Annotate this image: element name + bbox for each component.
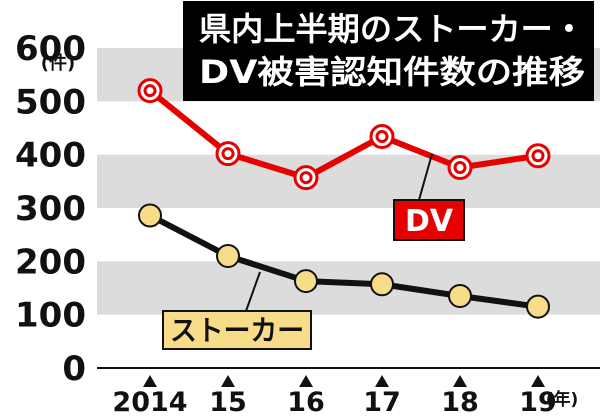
x-tick-marker bbox=[221, 375, 235, 387]
data-point bbox=[138, 203, 162, 228]
x-tick-marker bbox=[531, 375, 545, 387]
y-tick-label: 600 bbox=[15, 29, 86, 69]
data-point-inner bbox=[375, 130, 389, 144]
series-label: ストーカー bbox=[170, 314, 304, 347]
chart-title: DV被害認知件数の推移 bbox=[199, 53, 585, 91]
y-tick-label: 500 bbox=[15, 82, 86, 122]
x-unit-label: (年) bbox=[546, 389, 579, 410]
y-tick-label: 0 bbox=[62, 349, 86, 389]
series-line bbox=[148, 88, 539, 181]
series-label: DV bbox=[405, 204, 454, 239]
data-point-inner bbox=[299, 171, 313, 185]
series-label-box bbox=[162, 310, 312, 350]
x-tick-label: 2014 bbox=[112, 387, 187, 416]
series-label-box bbox=[393, 199, 465, 241]
y-tick-label: 200 bbox=[15, 242, 86, 282]
chart-title: 県内上半期のストーカー・ bbox=[199, 10, 585, 48]
series-label-leader bbox=[418, 153, 433, 201]
x-tick-label: 16 bbox=[287, 387, 325, 416]
title-box bbox=[183, 1, 594, 101]
x-tick-marker bbox=[299, 375, 313, 387]
y-unit-label: (件) bbox=[41, 52, 75, 74]
data-point bbox=[525, 143, 551, 169]
x-tick-label: 19 bbox=[519, 387, 557, 416]
series-line bbox=[148, 212, 539, 310]
data-point bbox=[215, 141, 241, 167]
data-point-inner bbox=[143, 84, 157, 98]
x-tick-marker bbox=[143, 375, 157, 387]
x-tick-marker bbox=[375, 375, 389, 387]
data-point bbox=[369, 124, 395, 150]
x-tick-marker bbox=[453, 375, 467, 387]
data-point bbox=[526, 294, 550, 319]
data-point bbox=[216, 244, 240, 269]
x-tick-label: 17 bbox=[363, 387, 401, 416]
x-tick-label: 15 bbox=[209, 387, 247, 416]
data-point bbox=[137, 78, 163, 104]
x-tick-label: 18 bbox=[441, 387, 479, 416]
data-point bbox=[293, 165, 319, 191]
y-tick-label: 300 bbox=[15, 189, 86, 229]
series-label-leader bbox=[245, 271, 261, 312]
data-point-inner bbox=[453, 160, 467, 174]
grid-band bbox=[97, 154, 600, 209]
data-point bbox=[370, 272, 394, 297]
data-point bbox=[294, 269, 318, 294]
data-point-inner bbox=[531, 149, 545, 163]
data-point bbox=[447, 154, 473, 180]
y-tick-label: 400 bbox=[15, 136, 86, 176]
data-point-inner bbox=[221, 147, 235, 161]
y-tick-label: 100 bbox=[15, 296, 86, 336]
data-point bbox=[448, 284, 472, 309]
